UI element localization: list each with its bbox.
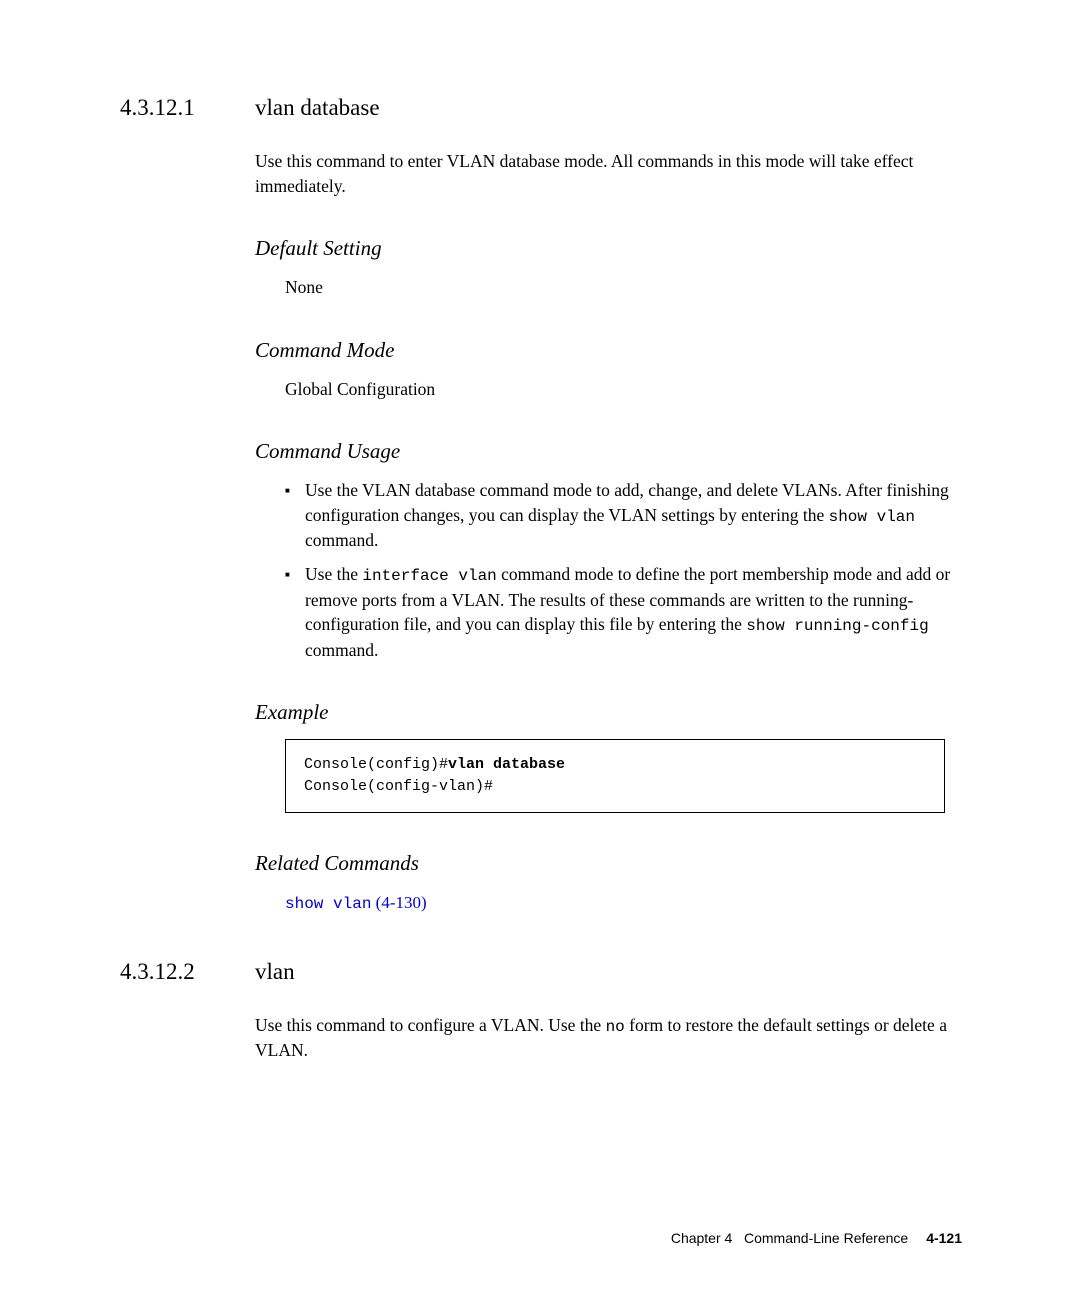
bullet-mono: interface vlan <box>362 567 496 585</box>
command-mode-heading: Command Mode <box>255 338 960 363</box>
section-header: 4.3.12.1 vlan database <box>120 95 960 121</box>
bullet-text: Use the <box>305 564 362 584</box>
code-example-box: Console(config)#vlan database Console(co… <box>285 739 945 813</box>
code-line: Console(config-vlan)# <box>304 776 926 798</box>
code-text: Console(config)# <box>304 756 448 773</box>
default-setting-text: None <box>285 275 960 300</box>
code-line: Console(config)#vlan database <box>304 754 926 776</box>
default-setting-heading: Default Setting <box>255 236 960 261</box>
footer-page-number: 4-121 <box>926 1230 962 1246</box>
page-footer: Chapter 4 Command-Line Reference 4-121 <box>671 1230 962 1246</box>
example-heading: Example <box>255 700 960 725</box>
section-header: 4.3.12.2 vlan <box>120 959 960 985</box>
bullet-text: command. <box>305 530 378 550</box>
related-link-ref[interactable]: (4-130) <box>371 893 426 912</box>
related-link[interactable]: show vlan <box>285 895 371 913</box>
list-item: Use the interface vlan command mode to d… <box>285 562 960 662</box>
footer-title: Command-Line Reference <box>744 1230 908 1246</box>
section-title: vlan database <box>255 95 380 121</box>
bullet-text: command. <box>305 640 378 660</box>
section-number: 4.3.12.1 <box>120 95 255 121</box>
list-item: Use the VLAN database command mode to ad… <box>285 478 960 552</box>
section-intro: Use this command to enter VLAN database … <box>255 149 960 198</box>
bullet-mono: show running-config <box>746 617 928 635</box>
intro-mono: no <box>606 1018 625 1036</box>
code-bold: vlan database <box>448 756 565 773</box>
bullet-mono: show vlan <box>829 508 915 526</box>
section-title: vlan <box>255 959 295 985</box>
section-intro: Use this command to configure a VLAN. Us… <box>255 1013 960 1063</box>
command-usage-list: Use the VLAN database command mode to ad… <box>285 478 960 662</box>
related-commands-text: show vlan (4-130) <box>285 890 960 915</box>
footer-chapter: Chapter 4 <box>671 1230 732 1246</box>
intro-text: Use this command to configure a VLAN. Us… <box>255 1015 606 1035</box>
section-number: 4.3.12.2 <box>120 959 255 985</box>
related-commands-heading: Related Commands <box>255 851 960 876</box>
command-usage-heading: Command Usage <box>255 439 960 464</box>
command-mode-text: Global Configuration <box>285 377 960 402</box>
